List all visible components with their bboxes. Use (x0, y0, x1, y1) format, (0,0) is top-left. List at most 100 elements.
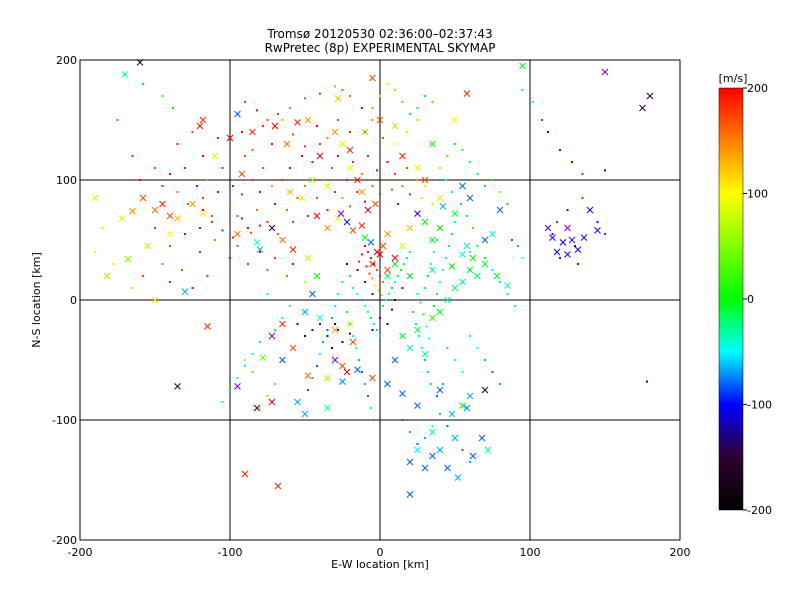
scatter-point-cross (400, 333, 406, 339)
scatter-point-dot (547, 131, 549, 133)
scatter-point-dot (499, 191, 501, 193)
scatter-point-cross (305, 373, 311, 379)
scatter-point-dot (376, 169, 378, 171)
scatter-point-dot (556, 221, 558, 223)
scatter-point-dot (292, 221, 294, 223)
scatter-point-cross (235, 111, 241, 117)
scatter-point-dot (418, 335, 420, 337)
scatter-point-dot (337, 293, 339, 295)
scatter-point-cross (197, 123, 203, 129)
scatter-point-dot (376, 329, 378, 331)
y-axis-label: N-S location [km] (30, 252, 43, 348)
scatter-point-dot (361, 299, 363, 301)
scatter-point-dot (244, 359, 246, 361)
scatter-point-cross (175, 215, 181, 221)
colorbar-ticks: 200 100 0 -100 -200 (743, 82, 772, 517)
y-tick-label: 0 (70, 294, 77, 307)
scatter-point-dot (589, 209, 591, 211)
scatter-point-cross (385, 231, 391, 237)
y-tick-label: -100 (52, 414, 77, 427)
scatter-point-cross (280, 357, 286, 363)
scatter-point-dot (271, 185, 273, 187)
scatter-point-dot (304, 145, 306, 147)
scatter-point-dot (379, 275, 381, 277)
scatter-point-dot (124, 73, 126, 75)
scatter-point-dot (462, 371, 464, 373)
scatter-point-dot (477, 347, 479, 349)
scatter-point-dot (349, 205, 351, 207)
colorbar-tick-label: 100 (747, 188, 768, 201)
x-tick-label: -200 (68, 546, 93, 559)
scatter-point-dot (304, 281, 306, 283)
scatter-point-dot (379, 95, 381, 97)
scatter-point-dot (259, 341, 261, 343)
scatter-point-cross (475, 273, 481, 279)
scatter-point-cross (422, 465, 428, 471)
scatter-point-dot (447, 425, 449, 427)
scatter-point-dot (331, 347, 333, 349)
scatter-point-cross (415, 165, 421, 171)
scatter-point-dot (424, 287, 426, 289)
scatter-point-dot (357, 269, 359, 271)
scatter-point-dot (394, 89, 396, 91)
scatter-point-dot (402, 419, 404, 421)
scatter-point-dot (177, 143, 179, 145)
scatter-point-cross (314, 273, 320, 279)
scatter-point-dot (139, 179, 141, 181)
scatter-point-cross (302, 309, 308, 315)
scatter-point-dot (397, 275, 399, 277)
scatter-point-cross (445, 465, 451, 471)
scatter-point-cross (485, 447, 491, 453)
scatter-point-dot (184, 167, 186, 169)
scatter-point-cross (317, 153, 323, 159)
scatter-point-dot (439, 413, 441, 415)
scatter-point-cross (340, 363, 346, 369)
scatter-point-cross (295, 399, 301, 405)
scatter-point-dot (406, 131, 408, 133)
scatter-point-cross (640, 105, 646, 111)
scatter-point-dot (241, 193, 243, 195)
scatter-point-cross (305, 117, 311, 123)
scatter-point-dot (604, 233, 606, 235)
scatter-point-dot (511, 239, 513, 241)
scatter-point-dot (492, 371, 494, 373)
scatter-point-cross (452, 211, 458, 217)
scatter-point-cross (430, 453, 436, 459)
colorbar-tick-label: -100 (747, 399, 772, 412)
scatter-point-cross (464, 243, 470, 249)
scatter-point-dot (172, 107, 174, 109)
scatter-point-dot (532, 101, 534, 103)
scatter-point-cross (290, 247, 296, 253)
scatter-point-dot (421, 347, 423, 349)
scatter-point-dot (382, 137, 384, 139)
scatter-point-cross (460, 251, 466, 257)
scatter-point-cross (182, 289, 188, 295)
scatter-point-dot (222, 167, 224, 169)
scatter-point-dot (247, 227, 249, 229)
scatter-point-cross (470, 255, 476, 261)
scatter-point-cross (145, 243, 151, 249)
scatter-point-dot (451, 233, 453, 235)
scatter-point-cross (385, 273, 391, 279)
scatter-point-dot (406, 257, 408, 259)
scatter-point-cross (212, 153, 218, 159)
scatter-point-dot (316, 365, 318, 367)
scatter-point-dot (256, 209, 258, 211)
scatter-point-dot (402, 287, 404, 289)
scatter-point-dot (169, 281, 171, 283)
scatter-point-dot (202, 197, 204, 199)
scatter-point-cross (287, 189, 293, 195)
scatter-point-dot (445, 257, 447, 259)
scatter-point-cross (250, 129, 256, 135)
scatter-point-cross (569, 237, 575, 243)
scatter-point-cross (260, 355, 266, 361)
scatter-point-dot (433, 305, 435, 307)
scatter-point-cross (302, 411, 308, 417)
scatter-point-dot (229, 389, 231, 391)
scatter-point-dot (387, 161, 389, 163)
scatter-point-dot (346, 263, 348, 265)
scatter-point-cross (380, 243, 386, 249)
scatter-point-dot (436, 293, 438, 295)
scatter-point-cross (452, 285, 458, 291)
